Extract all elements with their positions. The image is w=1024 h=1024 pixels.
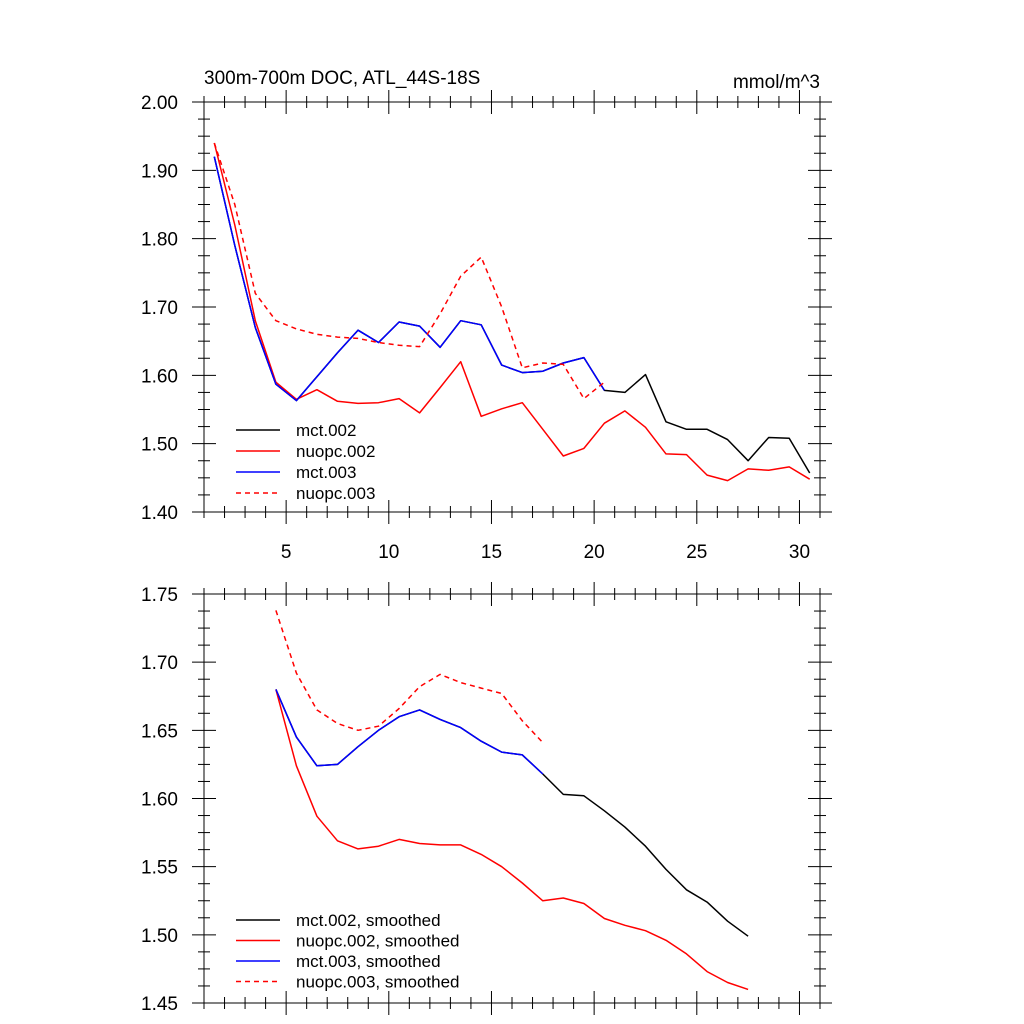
chart-title: 300m-700m DOC, ATL_44S-18S bbox=[204, 68, 480, 89]
y-tick-label: 1.65 bbox=[141, 721, 178, 742]
x-tick-label: 10 bbox=[378, 542, 399, 563]
x-tick-label: 20 bbox=[584, 542, 605, 563]
y-tick-label: 1.40 bbox=[141, 503, 178, 524]
y-tick-label: 1.75 bbox=[141, 585, 178, 606]
series-line bbox=[275, 689, 544, 775]
series-line bbox=[275, 689, 749, 937]
top-panel: 5 10 15 20 25 30 1.40 1.50 1.60 1.70 1.80 1.90 2.00 m… bbox=[141, 90, 832, 563]
series-line bbox=[213, 156, 606, 402]
series-line bbox=[275, 610, 544, 744]
y-tick-label: 1.50 bbox=[141, 435, 178, 456]
legend-label: mct.002, smoothed bbox=[296, 911, 441, 930]
bottom-panel: 1.45 1.50 1.55 1.60 1.65 1.70 1.75 mct.002, smo… bbox=[141, 582, 832, 1015]
legend-label: nuopc.002 bbox=[296, 442, 375, 461]
x-tick-label: 25 bbox=[686, 542, 707, 563]
legend-label: nuopc.003 bbox=[296, 484, 375, 503]
y-tick-label: 1.60 bbox=[141, 366, 178, 387]
legend-label: nuopc.002, smoothed bbox=[296, 932, 460, 951]
y-tick-label: 1.70 bbox=[141, 653, 178, 674]
y-tick-label: 1.70 bbox=[141, 298, 178, 319]
x-tick-label: 30 bbox=[789, 542, 810, 563]
legend-label: nuopc.003, smoothed bbox=[296, 973, 460, 992]
legend-label: mct.003 bbox=[296, 463, 356, 482]
y-tick-label: 1.45 bbox=[141, 994, 178, 1015]
x-tick-label: 5 bbox=[281, 542, 292, 563]
x-tick-label: 15 bbox=[481, 542, 502, 563]
y-tick-label: 1.60 bbox=[141, 790, 178, 811]
legend-label: mct.002 bbox=[296, 421, 356, 440]
legend-label: mct.003, smoothed bbox=[296, 952, 441, 971]
series-line bbox=[213, 142, 811, 482]
y-tick-label: 1.55 bbox=[141, 858, 178, 879]
units-label: mmol/m^3 bbox=[733, 72, 820, 93]
series-line bbox=[213, 142, 605, 400]
y-tick-label: 1.90 bbox=[141, 161, 178, 182]
y-tick-label: 2.00 bbox=[141, 93, 178, 114]
series-line bbox=[275, 689, 749, 991]
y-tick-label: 1.50 bbox=[141, 926, 178, 947]
y-tick-label: 1.80 bbox=[141, 230, 178, 251]
